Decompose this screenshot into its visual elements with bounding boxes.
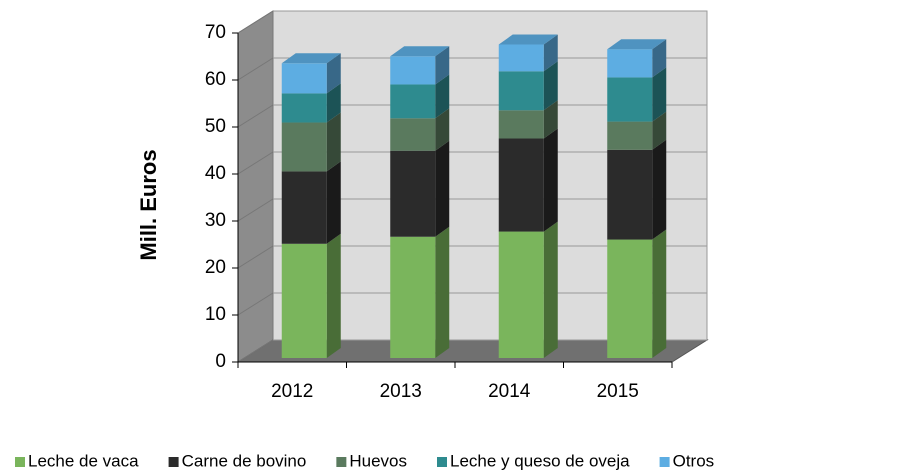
x-tick-label: 2013 [380, 381, 422, 402]
y-tick-label: 0 [215, 351, 226, 372]
bar-top [390, 46, 450, 57]
bar-side [435, 108, 450, 151]
bar-side [435, 226, 450, 358]
y-tick-label: 20 [205, 257, 226, 278]
bar [281, 122, 327, 172]
grid-line-side [237, 151, 274, 175]
legend-swatch [336, 457, 347, 467]
bar [607, 121, 653, 150]
bar [498, 110, 544, 139]
x-tick-label: 2015 [597, 381, 639, 402]
bar [281, 243, 327, 358]
bar [498, 71, 544, 111]
bar-side [543, 34, 558, 72]
bar-side [326, 112, 341, 172]
grid-line-side [237, 104, 274, 128]
bar-side [326, 53, 341, 94]
bar [281, 63, 327, 94]
bar [390, 236, 436, 358]
legend-swatch [659, 457, 670, 467]
bar-side [652, 139, 667, 240]
bar-side [543, 221, 558, 358]
bar [607, 49, 653, 78]
x-tick-label: 2014 [488, 381, 531, 402]
bar-side [326, 83, 341, 123]
bar-top [498, 34, 558, 45]
bar [498, 231, 544, 358]
bar-side [652, 111, 667, 150]
grid-line-side [237, 198, 274, 222]
bar [281, 93, 327, 123]
bar-side [326, 161, 341, 244]
y-tick-label: 10 [205, 304, 226, 325]
legend-label: Carne de bovino [182, 451, 307, 470]
legend-label: Huevos [349, 451, 407, 470]
bar-side [326, 233, 341, 358]
y-tick-label: 30 [205, 210, 226, 231]
bar [390, 150, 436, 237]
legend-swatch [437, 457, 447, 467]
y-tick-label: 50 [205, 116, 226, 137]
side-wall [237, 10, 274, 363]
bar-side [652, 67, 667, 122]
bar [498, 138, 544, 232]
bar [607, 149, 653, 240]
grid-line-side [237, 339, 274, 363]
bar [390, 84, 436, 119]
grid-line-side [237, 10, 274, 34]
bar-top [607, 39, 667, 50]
legend-label: Otros [673, 451, 715, 470]
legend-swatch [168, 457, 179, 467]
bar-side [543, 61, 558, 111]
bar-top [281, 53, 341, 64]
bar [281, 171, 327, 244]
bar-side [435, 46, 450, 85]
legend-label: Leche de vaca [28, 451, 139, 470]
bar [607, 239, 653, 358]
x-tick-label: 2012 [271, 381, 313, 402]
bar-side [652, 39, 667, 78]
bar-side [543, 100, 558, 139]
bar-side [435, 140, 450, 237]
grid-line-side [237, 292, 274, 316]
y-tick-label: 70 [205, 22, 226, 43]
grid-line-side [237, 57, 274, 81]
bar [498, 44, 544, 72]
y-tick-label: 40 [205, 163, 226, 184]
grid-line-side [237, 245, 274, 269]
bar-side [435, 74, 450, 119]
bar-side [652, 229, 667, 358]
legend-swatch [15, 457, 25, 467]
bar [607, 77, 653, 122]
bar [390, 118, 436, 151]
bar [390, 56, 436, 85]
y-tick-label: 60 [205, 69, 226, 90]
bar-side [543, 128, 558, 232]
legend-label: Leche y queso de oveja [450, 451, 630, 470]
y-axis-label: Mill. Euros [136, 149, 161, 260]
